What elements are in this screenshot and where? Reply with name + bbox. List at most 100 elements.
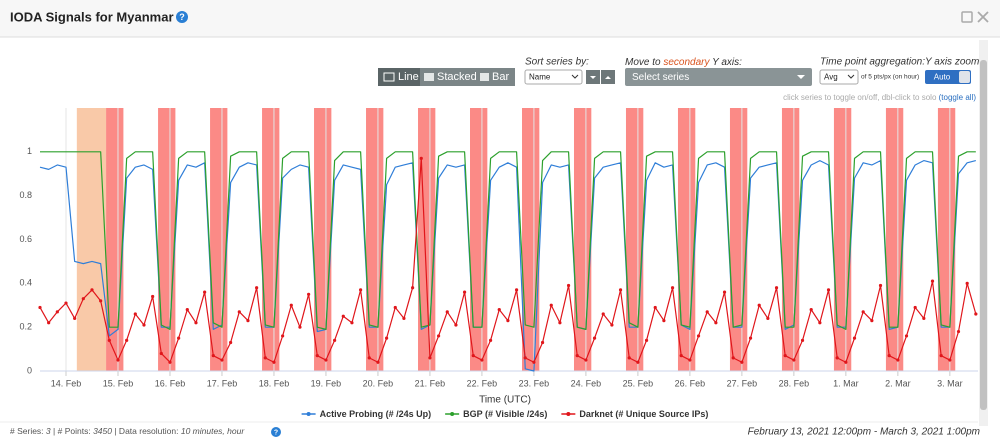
- legend-item[interactable]: Darknet (# Unique Source IPs): [561, 409, 708, 419]
- stacked-button-label[interactable]: Stacked: [437, 71, 477, 83]
- series-marker: [826, 288, 831, 292]
- series-marker: [636, 360, 640, 364]
- series-marker: [748, 336, 753, 340]
- aggregation-select[interactable]: [819, 69, 859, 85]
- series-marker: [367, 356, 371, 360]
- footer-part: 3450: [93, 426, 112, 436]
- scrollbar-thumb[interactable]: [980, 60, 987, 410]
- zoom-button-label[interactable]: Auto: [934, 73, 951, 82]
- series-marker: [168, 360, 172, 364]
- alert-band: [521, 108, 540, 371]
- series-marker: [428, 356, 432, 360]
- series-marker: [722, 290, 727, 294]
- warning-band: [76, 108, 107, 371]
- secondary-select[interactable]: [625, 68, 812, 86]
- sort-select[interactable]: [524, 69, 583, 85]
- edit-icon[interactable]: [961, 11, 973, 23]
- series-marker: [809, 308, 813, 312]
- x-tick-label: 17. Feb: [207, 378, 238, 388]
- alert-band: [418, 108, 436, 371]
- legend-label: Active Probing (# /24s Up): [320, 409, 432, 419]
- series-marker: [566, 283, 571, 288]
- secondary-label: Move to secondary Y axis:: [625, 57, 742, 68]
- series-marker: [125, 338, 129, 342]
- x-tick-label: 26. Feb: [675, 378, 706, 388]
- bar-button[interactable]: [475, 68, 515, 86]
- secondary-select-value[interactable]: Select series: [632, 72, 689, 83]
- x-tick-label: 28. Feb: [779, 378, 810, 388]
- up-arrow: [605, 76, 611, 79]
- aggregation-note: of 5 pts/px (on hour): [861, 74, 919, 81]
- hint-text: click series to toggle on/off, dbl-click…: [783, 93, 937, 102]
- series-marker: [766, 316, 770, 320]
- alert-band: [833, 108, 852, 371]
- y-tick-label: 0.6: [19, 234, 32, 244]
- series-marker: [618, 288, 623, 292]
- down-arrow: [590, 76, 596, 79]
- series-marker: [740, 360, 744, 364]
- grid: 14. Feb 15. Feb 16. Feb 17. Feb 18. Feb 19. F…: [19, 108, 978, 388]
- series-marker: [376, 360, 380, 364]
- x-tick-label: 22. Feb: [467, 378, 498, 388]
- series-marker: [471, 354, 475, 358]
- y-tick-label: 0: [27, 365, 32, 375]
- series-marker: [445, 310, 449, 314]
- x-tick-label: 24. Feb: [571, 378, 602, 388]
- legend-marker: [450, 412, 455, 416]
- footer-help-text[interactable]: ?: [274, 429, 278, 436]
- x-tick-label: 15. Feb: [103, 378, 134, 388]
- alert-band: [729, 108, 748, 371]
- y-tick-label: 1: [27, 146, 32, 156]
- series-marker: [38, 305, 42, 310]
- series-marker: [203, 290, 207, 294]
- footer-part: # Series:: [10, 426, 44, 436]
- series-marker: [948, 358, 952, 362]
- line-button-label[interactable]: Line: [398, 71, 419, 83]
- bar-button-label[interactable]: Bar: [492, 71, 509, 83]
- alert-band: [625, 108, 644, 371]
- series-marker: [488, 338, 493, 342]
- series-marker: [194, 321, 198, 325]
- help-icon[interactable]: [176, 11, 188, 23]
- series-marker: [220, 358, 224, 362]
- legend-item[interactable]: Active Probing (# /24s Up): [301, 409, 432, 419]
- aggregation-select-arrow: [847, 74, 855, 79]
- series-marker: [800, 338, 805, 342]
- series-marker: [610, 323, 614, 327]
- footer-info: # Series: 3 | # Points: 3450 | Data reso…: [10, 426, 245, 436]
- series-marker: [159, 351, 163, 356]
- series-marker: [142, 323, 146, 327]
- series-marker: [47, 321, 51, 325]
- secondary-select-arrow: [797, 75, 805, 79]
- series-marker: [480, 358, 484, 362]
- sort-select-value[interactable]: Name: [529, 73, 551, 82]
- help-icon-text[interactable]: ?: [179, 12, 185, 22]
- series-marker: [263, 356, 267, 360]
- series-marker: [558, 321, 562, 325]
- x-tick-label: 14. Feb: [51, 378, 82, 388]
- legend-item[interactable]: BGP (# Visible /24s): [445, 409, 547, 419]
- x-axis-title: Time (UTC): [479, 395, 531, 406]
- aggregation-select-value[interactable]: Avg: [824, 73, 838, 82]
- sort-label: Sort series by:: [525, 57, 589, 68]
- series-marker: [930, 279, 935, 283]
- series-marker: [696, 334, 701, 338]
- close-icon[interactable]: [977, 11, 989, 23]
- series-marker: [454, 323, 458, 327]
- footer-part: 3: [46, 426, 51, 436]
- secondary-label-part: Y axis:: [710, 57, 743, 68]
- line-icon: [383, 72, 395, 82]
- series-marker: [64, 301, 68, 305]
- toggle-all-link[interactable]: (toggle all): [939, 93, 977, 102]
- series-marker: [896, 358, 900, 362]
- series-marker: [861, 310, 865, 314]
- zoom-toggle: [959, 71, 970, 83]
- series-marker: [887, 354, 891, 358]
- series-marker: [211, 354, 215, 358]
- footer-help-icon[interactable]: [271, 427, 281, 437]
- series-marker: [835, 356, 839, 360]
- alert-band: [470, 108, 488, 371]
- stacked-button[interactable]: [420, 68, 475, 86]
- legend: Active Probing (# /24s Up) BGP (# Visible…: [301, 409, 708, 419]
- y-tick-label: 0.2: [19, 322, 32, 332]
